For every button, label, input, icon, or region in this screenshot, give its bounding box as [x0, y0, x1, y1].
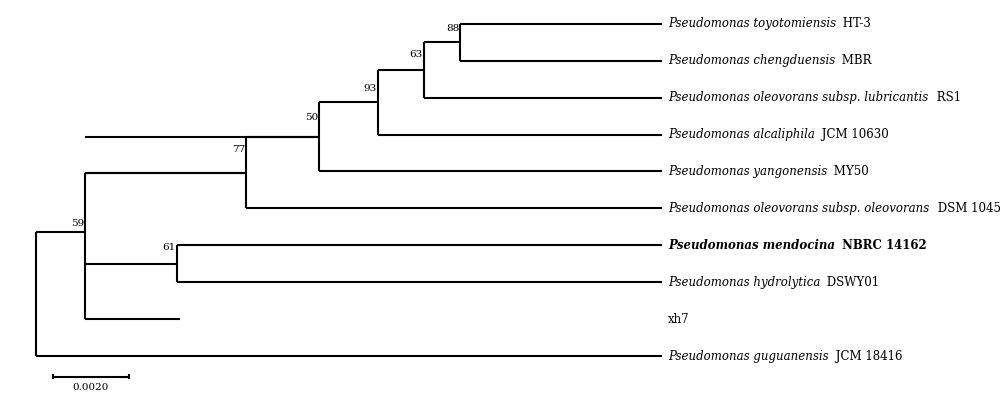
Text: xh7: xh7	[668, 313, 690, 326]
Text: 63: 63	[410, 50, 423, 59]
Text: Pseudomonas oleovorans subsp. lubricantis: Pseudomonas oleovorans subsp. lubricanti…	[668, 91, 928, 104]
Text: JCM 10630: JCM 10630	[818, 128, 888, 141]
Text: MY50: MY50	[830, 165, 869, 178]
Text: Pseudomonas alcaliphila: Pseudomonas alcaliphila	[668, 128, 815, 141]
Text: 61: 61	[163, 243, 176, 252]
Text: Pseudomonas hydrolytica: Pseudomonas hydrolytica	[668, 276, 821, 289]
Text: 0.0020: 0.0020	[73, 383, 109, 392]
Text: HT-3: HT-3	[839, 17, 871, 30]
Text: RS1: RS1	[933, 91, 961, 104]
Text: Pseudomonas mendocina: Pseudomonas mendocina	[668, 239, 835, 252]
Text: Pseudomonas yangonensis: Pseudomonas yangonensis	[668, 165, 827, 178]
Text: 77: 77	[232, 145, 245, 154]
Text: 50: 50	[305, 113, 318, 122]
Text: Pseudomonas guguanensis: Pseudomonas guguanensis	[668, 350, 829, 363]
Text: Pseudomonas chengduensis: Pseudomonas chengduensis	[668, 54, 835, 67]
Text: NBRC 14162: NBRC 14162	[838, 239, 927, 252]
Text: Pseudomonas toyotomiensis: Pseudomonas toyotomiensis	[668, 17, 836, 30]
Text: DSWY01: DSWY01	[823, 276, 879, 289]
Text: 88: 88	[446, 24, 459, 33]
Text: 93: 93	[364, 84, 377, 93]
Text: MBR: MBR	[838, 54, 872, 67]
Text: Pseudomonas oleovorans subsp. oleovorans: Pseudomonas oleovorans subsp. oleovorans	[668, 202, 929, 215]
Text: JCM 18416: JCM 18416	[832, 350, 902, 363]
Text: 59: 59	[71, 219, 85, 228]
Text: DSM 1045: DSM 1045	[934, 202, 1000, 215]
